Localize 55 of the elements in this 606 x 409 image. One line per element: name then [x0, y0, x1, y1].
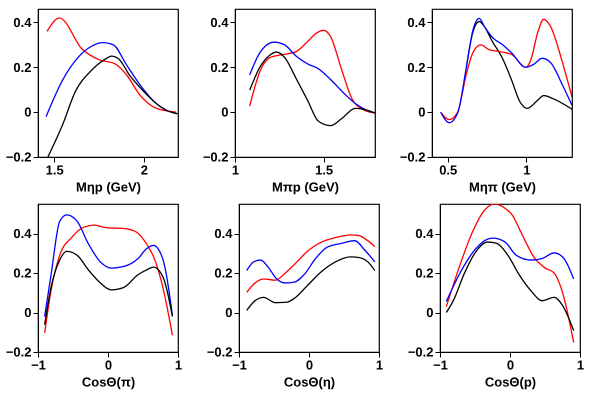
x-tick-label: 1 [576, 358, 584, 372]
line-series [446, 241, 574, 332]
x-tick-label: −1 [31, 358, 46, 372]
x-axis-title: CosΘ(η) [284, 374, 336, 390]
x-axis-title: Mπp (GeV) [272, 180, 340, 194]
x-tick-label: 1 [174, 358, 182, 372]
line-series [246, 234, 376, 294]
x-tick-label: 0 [104, 358, 112, 372]
y-tick-label: 0.2 [407, 60, 426, 75]
x-tick-label: 1 [376, 358, 384, 372]
y-tick-label: −0.2 [6, 344, 32, 360]
y-tick-label: −0.2 [206, 344, 232, 360]
line-series [44, 224, 174, 336]
y-tick-label: 0.4 [210, 14, 230, 30]
y-tick-label: 0.4 [13, 226, 32, 242]
y-tick-label: 0 [418, 104, 426, 120]
y-tick-label: 0.4 [13, 14, 32, 30]
x-tick-label: 1 [232, 162, 240, 178]
line-series [44, 214, 174, 318]
line-series [246, 240, 376, 284]
y-tick-label: 0.2 [13, 60, 32, 75]
line-series [446, 237, 574, 302]
x-axis-title: CosΘ(π) [82, 374, 136, 390]
y-tick-label: 0 [225, 305, 232, 320]
x-tick-label: 0.5 [439, 162, 458, 178]
x-tick-label: 1 [523, 162, 530, 178]
y-tick-label: 0.2 [214, 266, 232, 281]
line-series [44, 250, 174, 326]
x-axis-title: Mηπ (GeV) [468, 180, 536, 194]
x-tick-label: 1.5 [315, 162, 334, 178]
y-tick-label: 0 [221, 104, 228, 120]
x-tick-label: 0 [506, 358, 514, 372]
y-tick-label: 0.4 [407, 14, 426, 30]
line-series [246, 256, 376, 312]
x-tick-label: 0 [306, 358, 314, 372]
y-tick-label: 0.4 [214, 226, 234, 242]
y-tick-label: −0.2 [408, 344, 434, 360]
line-series [46, 17, 177, 113]
x-axis-title: CosΘ(p) [484, 374, 536, 390]
x-tick-label: −1 [433, 358, 448, 372]
y-tick-label: −0.2 [6, 150, 32, 164]
y-tick-label: 0.4 [415, 226, 434, 242]
y-tick-label: 0.2 [210, 60, 228, 75]
y-tick-label: 0.2 [415, 266, 434, 281]
y-tick-label: 0 [426, 305, 434, 320]
x-axis-title: Mηp (GeV) [76, 180, 141, 194]
x-tick-label: −1 [232, 358, 247, 372]
y-tick-label: 0 [24, 104, 32, 120]
x-tick-label: 1.5 [46, 162, 64, 178]
line-series [446, 204, 574, 344]
y-tick-label: −0.2 [202, 150, 228, 164]
y-tick-label: 0.2 [13, 266, 32, 281]
y-tick-label: −0.2 [400, 150, 426, 164]
x-tick-label: 2 [140, 162, 148, 178]
y-tick-label: 0 [24, 305, 32, 320]
